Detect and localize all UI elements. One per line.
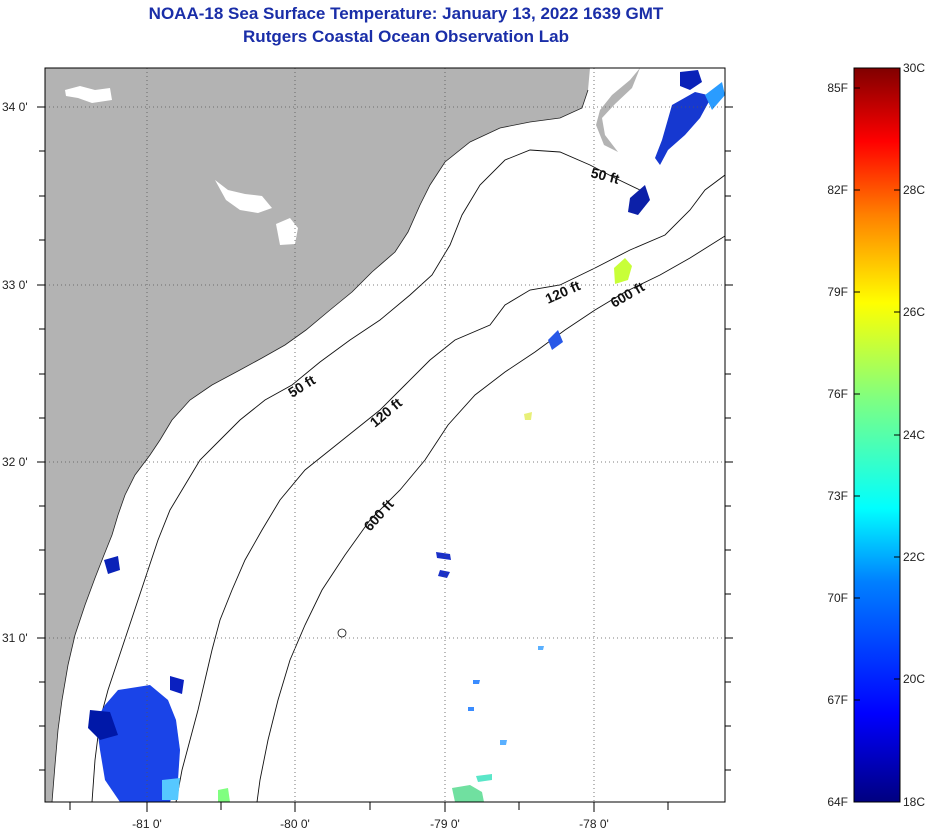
contour-label-50ft: 50 ft [589, 164, 621, 187]
latitude-label: 31 0' [2, 631, 28, 645]
colorbar-label-f: 67F [827, 693, 848, 707]
contour-120ft [175, 174, 725, 802]
longitude-label: -79 0' [430, 817, 460, 831]
contour-600ft [256, 235, 725, 802]
coastline [51, 89, 589, 802]
land-mass [45, 68, 590, 802]
colorbar-label-c: 20C [903, 672, 925, 686]
axis-ticks [37, 106, 733, 812]
colorbar-label-c: 24C [903, 428, 925, 442]
lake [276, 218, 298, 245]
sst-pixels [88, 70, 725, 802]
lake [65, 86, 112, 103]
colorbar-label-f: 76F [827, 387, 848, 401]
latitude-label: 33 0' [2, 278, 28, 292]
colorbar-label-f: 73F [827, 489, 848, 503]
latitude-label: 34 0' [2, 100, 28, 114]
longitude-label: -80 0' [280, 817, 310, 831]
colorbar-label-f: 64F [827, 795, 848, 809]
graticule [45, 68, 725, 802]
colorbar-label-c: 28C [903, 183, 925, 197]
land-northeast [590, 68, 640, 152]
seamount-contour [337, 628, 347, 638]
colorbar-label-c: 26C [903, 305, 925, 319]
colorbar-ticks [854, 87, 900, 701]
map-subtitle: Rutgers Coastal Ocean Observation Lab [243, 27, 569, 46]
latitude-label: 32 0' [2, 455, 28, 469]
map-title: NOAA-18 Sea Surface Temperature: January… [148, 4, 664, 23]
colorbar-label-f: 70F [827, 591, 848, 605]
colorbar-label-f: 79F [827, 285, 848, 299]
colorbar [853, 67, 901, 803]
colorbar-label-c: 18C [903, 795, 925, 809]
contour-50ft [91, 149, 641, 802]
longitude-label: -78 0' [579, 817, 609, 831]
lake [215, 180, 272, 213]
colorbar-label-c: 22C [903, 550, 925, 564]
colorbar-label-c: 30C [903, 61, 925, 75]
colorbar-label-f: 85F [827, 81, 848, 95]
colorbar-label-f: 82F [827, 183, 848, 197]
map-frame [44, 67, 726, 803]
longitude-label: -81 0' [132, 817, 162, 831]
